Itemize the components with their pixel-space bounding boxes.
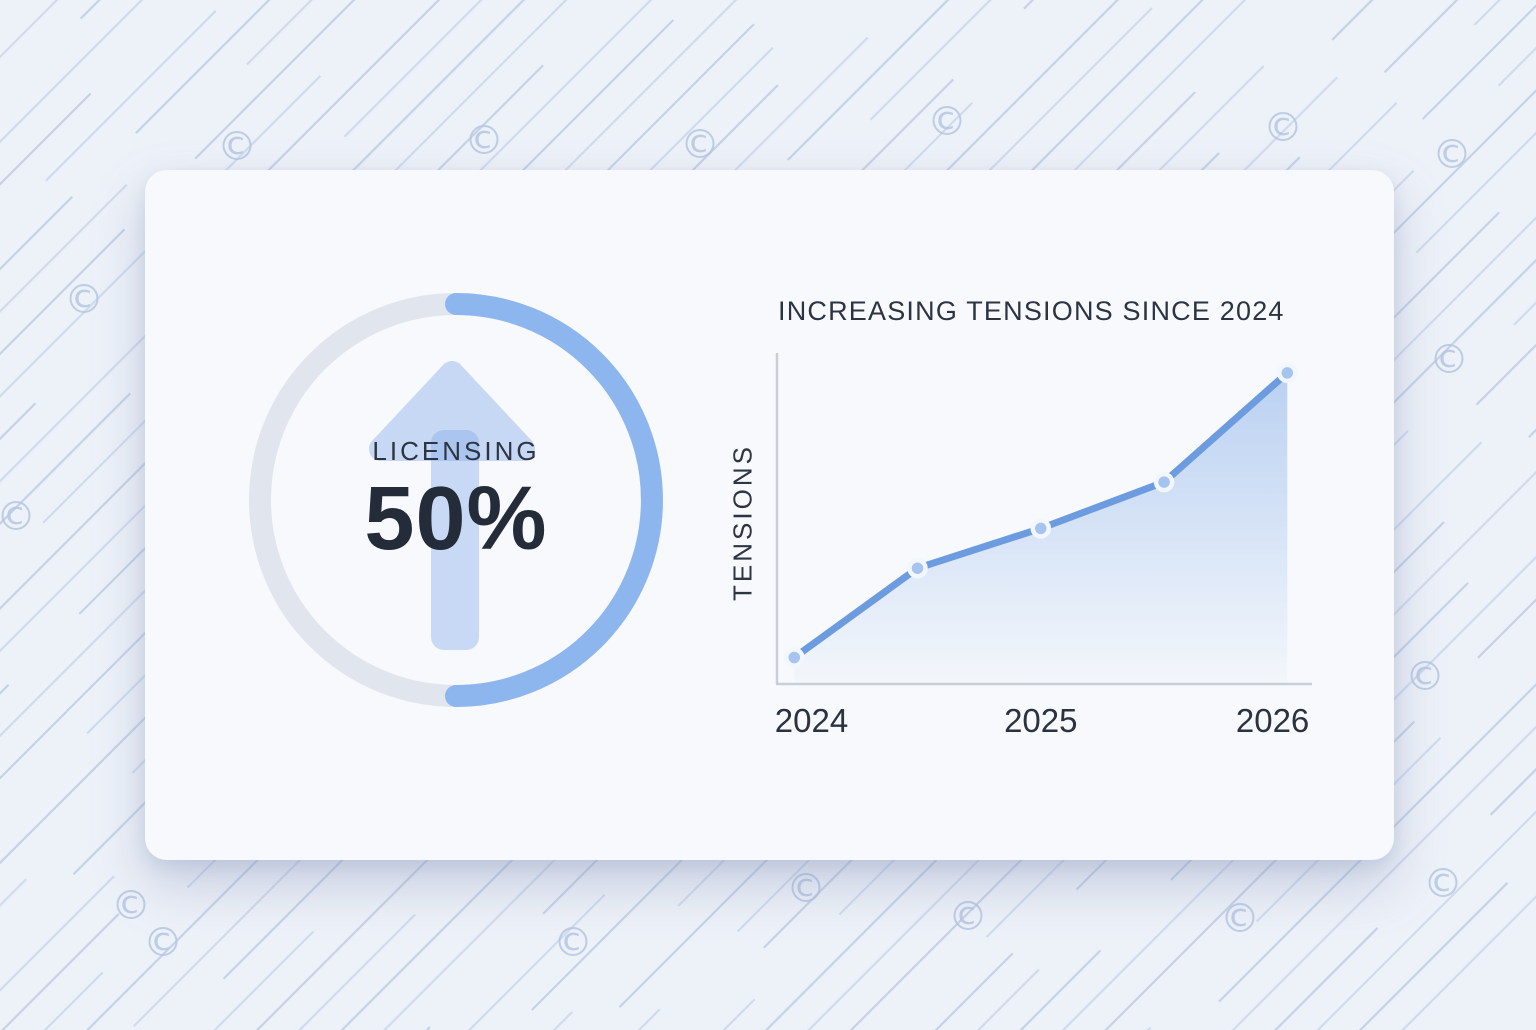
licensing-gauge [249,293,663,707]
copyright-watermark-icon: © [1429,337,1469,383]
gauge-value: 50% [364,469,548,569]
gauge-label: LICENSING [372,436,540,466]
copyright-watermark-icon: © [1423,861,1463,907]
copyright-watermark-icon: © [948,894,988,940]
svg-text:2026: 2026 [1236,702,1309,739]
up-arrow-shaft-icon [431,430,479,650]
copyright-watermark-icon: © [1220,896,1260,942]
infographic-card: LICENSING 50% INCREASING TENSIONS SINCE … [145,170,1394,860]
copyright-watermark-icon: © [1263,105,1303,151]
tension-chart-svg: 2024 2025 2026 [775,353,1312,739]
copyright-watermark-icon: © [786,866,826,912]
copyright-watermark-icon: © [217,124,257,170]
copyright-watermark-icon: © [64,277,104,323]
up-arrow-head-icon [369,361,535,461]
chart-x-tick-labels: 2024 2025 2026 [775,702,1310,739]
chart-y-axis-label: TENSIONS [727,444,758,601]
copyright-watermark-icon: © [553,920,593,966]
copyright-watermark-icon: © [464,118,504,164]
svg-text:2024: 2024 [775,702,848,739]
copyright-watermark-icon: © [1405,654,1445,700]
copyright-watermark-icon: © [0,494,36,540]
chart-points [784,362,1298,668]
copyright-watermark-icon: © [1432,132,1472,178]
chart-title: INCREASING TENSIONS SINCE 2024 [778,296,1285,326]
gauge-progress-arc [445,293,663,707]
svg-text:2025: 2025 [1004,702,1077,739]
copyright-watermark-icon: © [111,883,151,929]
copyright-watermark-icon: © [680,122,720,168]
copyright-watermark-icon: © [927,99,967,145]
copyright-watermark-icon: © [143,920,183,966]
